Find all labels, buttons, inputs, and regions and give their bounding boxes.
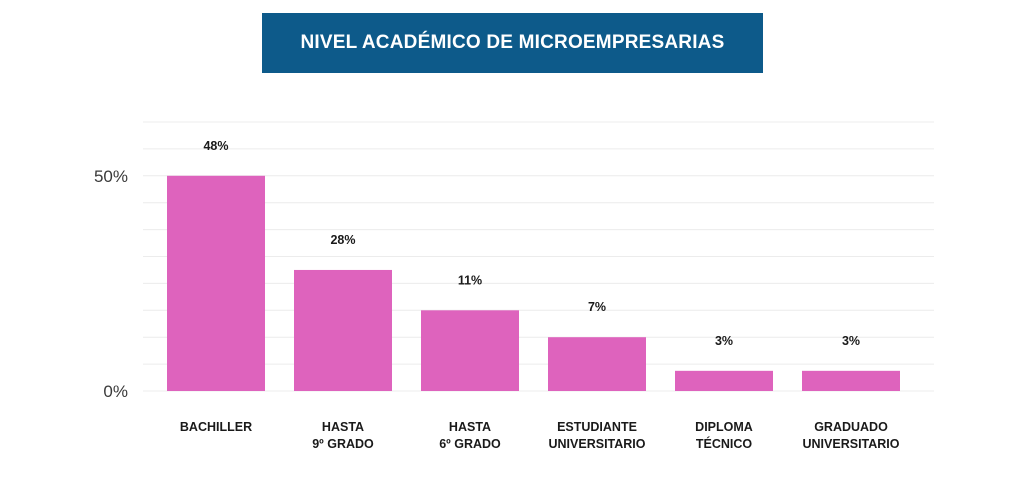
category-label: TÉCNICO — [696, 436, 753, 451]
category-label: DIPLOMA — [695, 420, 753, 434]
value-label: 7% — [588, 300, 606, 314]
value-label: 28% — [330, 233, 355, 247]
title-banner: NIVEL ACADÉMICO DE MICROEMPRESARIAS — [262, 13, 763, 73]
category-labels: BACHILLER HASTA 9º GRADO HASTA 6º GRADO ESTUD… — [180, 420, 900, 451]
value-label: 48% — [203, 139, 228, 153]
category-label: ESTUDIANTE — [557, 420, 637, 434]
category-label: GRADUADO — [814, 420, 888, 434]
category-label: UNIVERSITARIO — [803, 437, 900, 451]
value-label: 3% — [715, 334, 733, 348]
bar — [421, 310, 519, 391]
category-label: 6º GRADO — [439, 437, 501, 451]
category-label: HASTA — [449, 420, 491, 434]
bar — [167, 175, 265, 391]
category-label: UNIVERSITARIO — [549, 437, 646, 451]
category-label: HASTA — [322, 420, 364, 434]
bar — [294, 269, 392, 391]
bar — [802, 370, 900, 391]
y-axis-ticks: 0% 50% — [94, 167, 128, 401]
bars — [167, 175, 900, 391]
value-label: 3% — [842, 334, 860, 348]
y-tick-label: 50% — [94, 167, 128, 186]
category-label: 9º GRADO — [312, 437, 374, 451]
value-label: 11% — [458, 273, 482, 287]
value-labels: 48% 28% 11% 7% 3% 3% — [203, 139, 860, 348]
chart-title: NIVEL ACADÉMICO DE MICROEMPRESARIAS — [300, 32, 725, 53]
category-label: BACHILLER — [180, 420, 252, 434]
y-tick-label: 0% — [103, 382, 128, 401]
bar — [548, 337, 646, 391]
bar — [675, 370, 773, 391]
